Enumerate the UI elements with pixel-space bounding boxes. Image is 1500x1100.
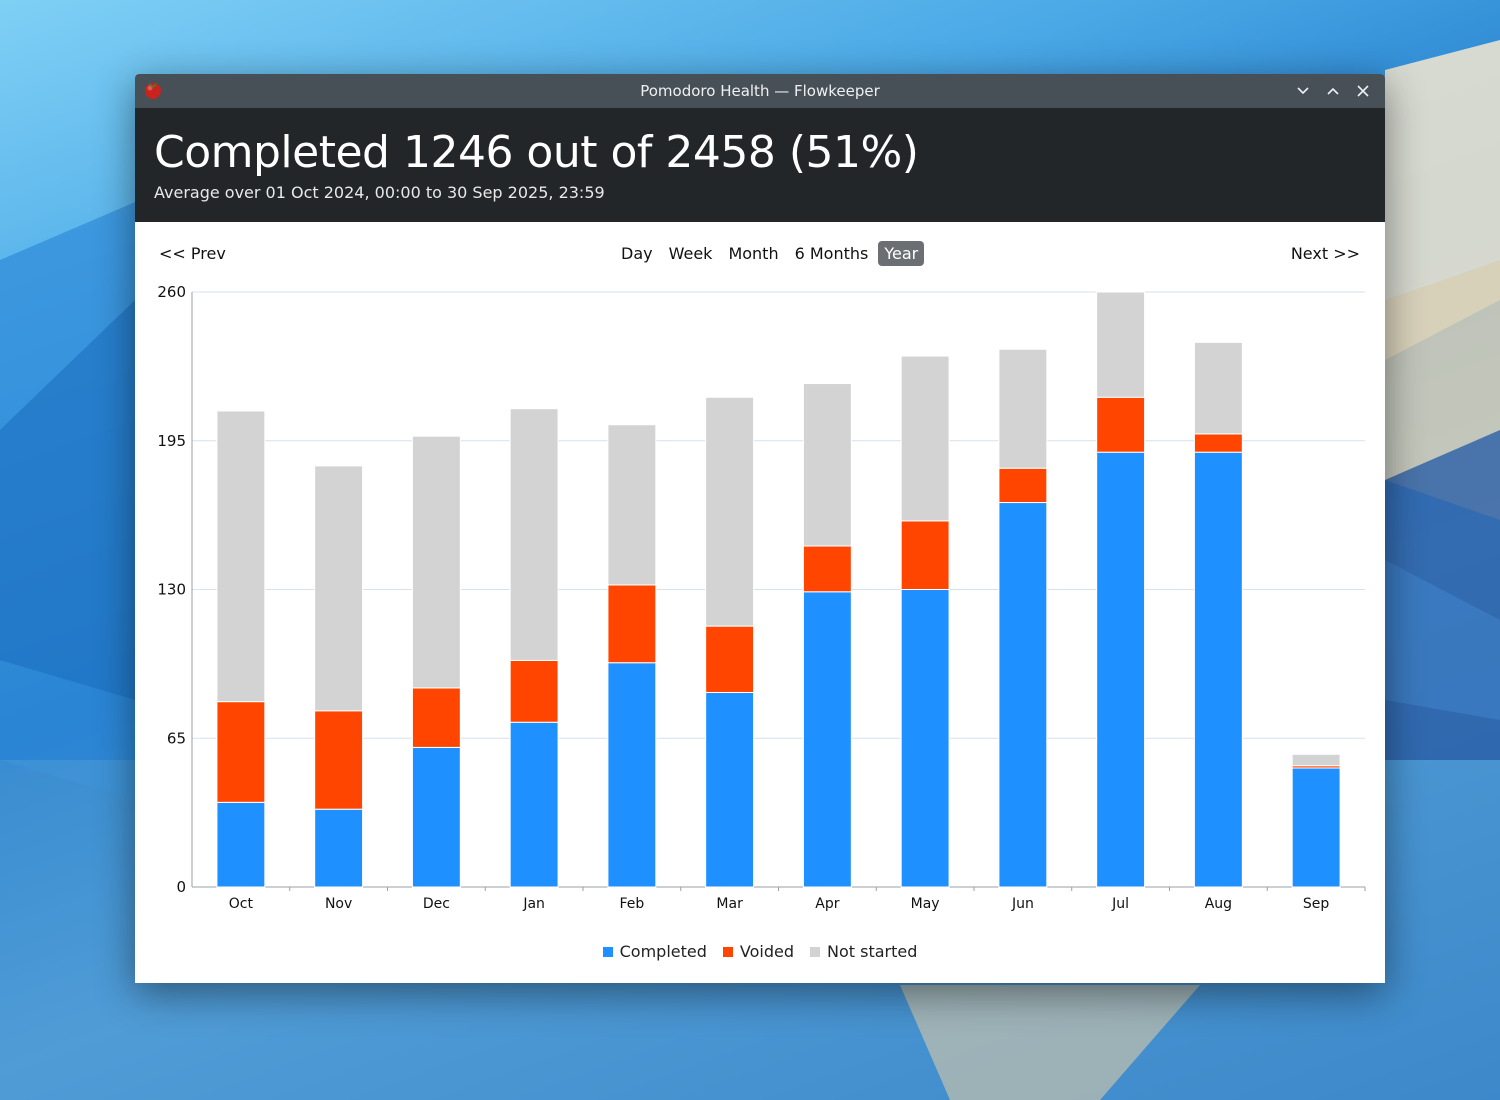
period-year[interactable]: Year — [878, 241, 925, 266]
legend-label-voided: Voided — [739, 942, 794, 961]
bar-not-started — [509, 408, 559, 661]
bar-not-started — [1193, 341, 1243, 435]
bar-completed — [1096, 451, 1146, 888]
bar-completed — [1291, 767, 1341, 888]
bar-not-started — [802, 383, 852, 547]
chart-panel: << Prev Day Week Month 6 Months Year Nex… — [135, 222, 1385, 983]
app-window: Pomodoro Health — Flowkeeper Completed 1… — [135, 74, 1385, 983]
period-6-months[interactable]: 6 Months — [794, 244, 869, 263]
chart-legend: Completed Voided Not started — [135, 942, 1385, 961]
summary-header: Completed 1246 out of 2458 (51%) Average… — [135, 108, 1385, 222]
bar-not-started — [900, 355, 950, 522]
legend-label-completed: Completed — [619, 942, 707, 961]
legend-swatch-not-started — [809, 946, 820, 957]
y-tick-label: 0 — [176, 878, 186, 896]
legend-label-not-started: Not started — [826, 942, 918, 961]
period-month[interactable]: Month — [728, 244, 779, 263]
maximize-icon[interactable] — [1321, 79, 1345, 103]
bar-voided — [900, 520, 950, 591]
title-bar[interactable]: Pomodoro Health — Flowkeeper — [135, 74, 1385, 108]
period-week[interactable]: Week — [668, 244, 713, 263]
bar-completed — [314, 808, 364, 888]
bar-completed — [411, 746, 461, 888]
bar-completed — [607, 662, 657, 888]
bar-voided — [216, 701, 266, 803]
y-tick-label: 65 — [167, 729, 186, 747]
legend-item-not-started: Not started — [809, 942, 918, 961]
bar-not-started — [1096, 291, 1146, 398]
bar-not-started — [607, 424, 657, 586]
bar-not-started — [411, 435, 461, 689]
x-tick-label: Jun — [1011, 896, 1034, 912]
period-selector: Day Week Month 6 Months Year — [615, 241, 925, 266]
legend-swatch-voided — [722, 946, 733, 957]
bar-completed — [216, 801, 266, 888]
x-tick-label: Feb — [619, 896, 644, 912]
x-tick-label: Jul — [1111, 896, 1129, 912]
y-tick-label: 195 — [157, 432, 186, 450]
bar-not-started — [216, 410, 266, 703]
bar-not-started — [705, 396, 755, 627]
x-tick-label: Nov — [325, 896, 352, 912]
x-tick-label: Oct — [229, 896, 254, 912]
bar-not-started — [314, 465, 364, 712]
window-title: Pomodoro Health — Flowkeeper — [640, 82, 880, 100]
x-tick-label: Jan — [522, 896, 545, 912]
x-tick-label: Dec — [423, 896, 450, 912]
bar-voided — [314, 710, 364, 810]
bar-completed — [1193, 451, 1243, 888]
bar-completed — [900, 589, 950, 888]
legend-item-voided: Voided — [722, 942, 794, 961]
minimize-icon[interactable] — [1291, 79, 1315, 103]
x-tick-label: May — [911, 896, 940, 912]
bar-voided — [705, 625, 755, 693]
bar-completed — [509, 721, 559, 888]
bar-voided — [411, 687, 461, 748]
bar-completed — [705, 691, 755, 888]
bar-not-started — [998, 348, 1048, 469]
y-tick-label: 260 — [157, 283, 186, 301]
bar-voided — [509, 659, 559, 723]
stacked-bar-chart: 0 65 130 195 260 Oct Nov Dec Jan Feb Mar Apr May Jun J… — [157, 283, 1366, 912]
summary-subtitle: Average over 01 Oct 2024, 00:00 to 30 Se… — [154, 183, 605, 202]
period-day[interactable]: Day — [621, 244, 653, 263]
bar-voided — [1096, 396, 1146, 453]
bar-voided — [1193, 433, 1243, 453]
bar-voided — [607, 584, 657, 664]
x-tick-label: Apr — [815, 896, 839, 912]
y-tick-label: 130 — [157, 581, 186, 599]
bar-not-started — [1291, 753, 1341, 767]
bar-completed — [802, 591, 852, 888]
summary-title: Completed 1246 out of 2458 (51%) — [154, 127, 919, 178]
bar-voided — [802, 545, 852, 593]
prev-button[interactable]: << Prev — [159, 244, 226, 263]
bar-completed — [998, 502, 1048, 888]
x-tick-label: Sep — [1303, 896, 1330, 912]
tomato-app-icon — [145, 83, 161, 99]
bar-voided — [998, 467, 1048, 504]
close-icon[interactable] — [1351, 79, 1375, 103]
legend-swatch-completed — [602, 946, 613, 957]
next-button[interactable]: Next >> — [1290, 244, 1360, 263]
x-tick-label: Aug — [1205, 896, 1232, 912]
x-tick-label: Mar — [716, 896, 743, 912]
legend-item-completed: Completed — [602, 942, 707, 961]
